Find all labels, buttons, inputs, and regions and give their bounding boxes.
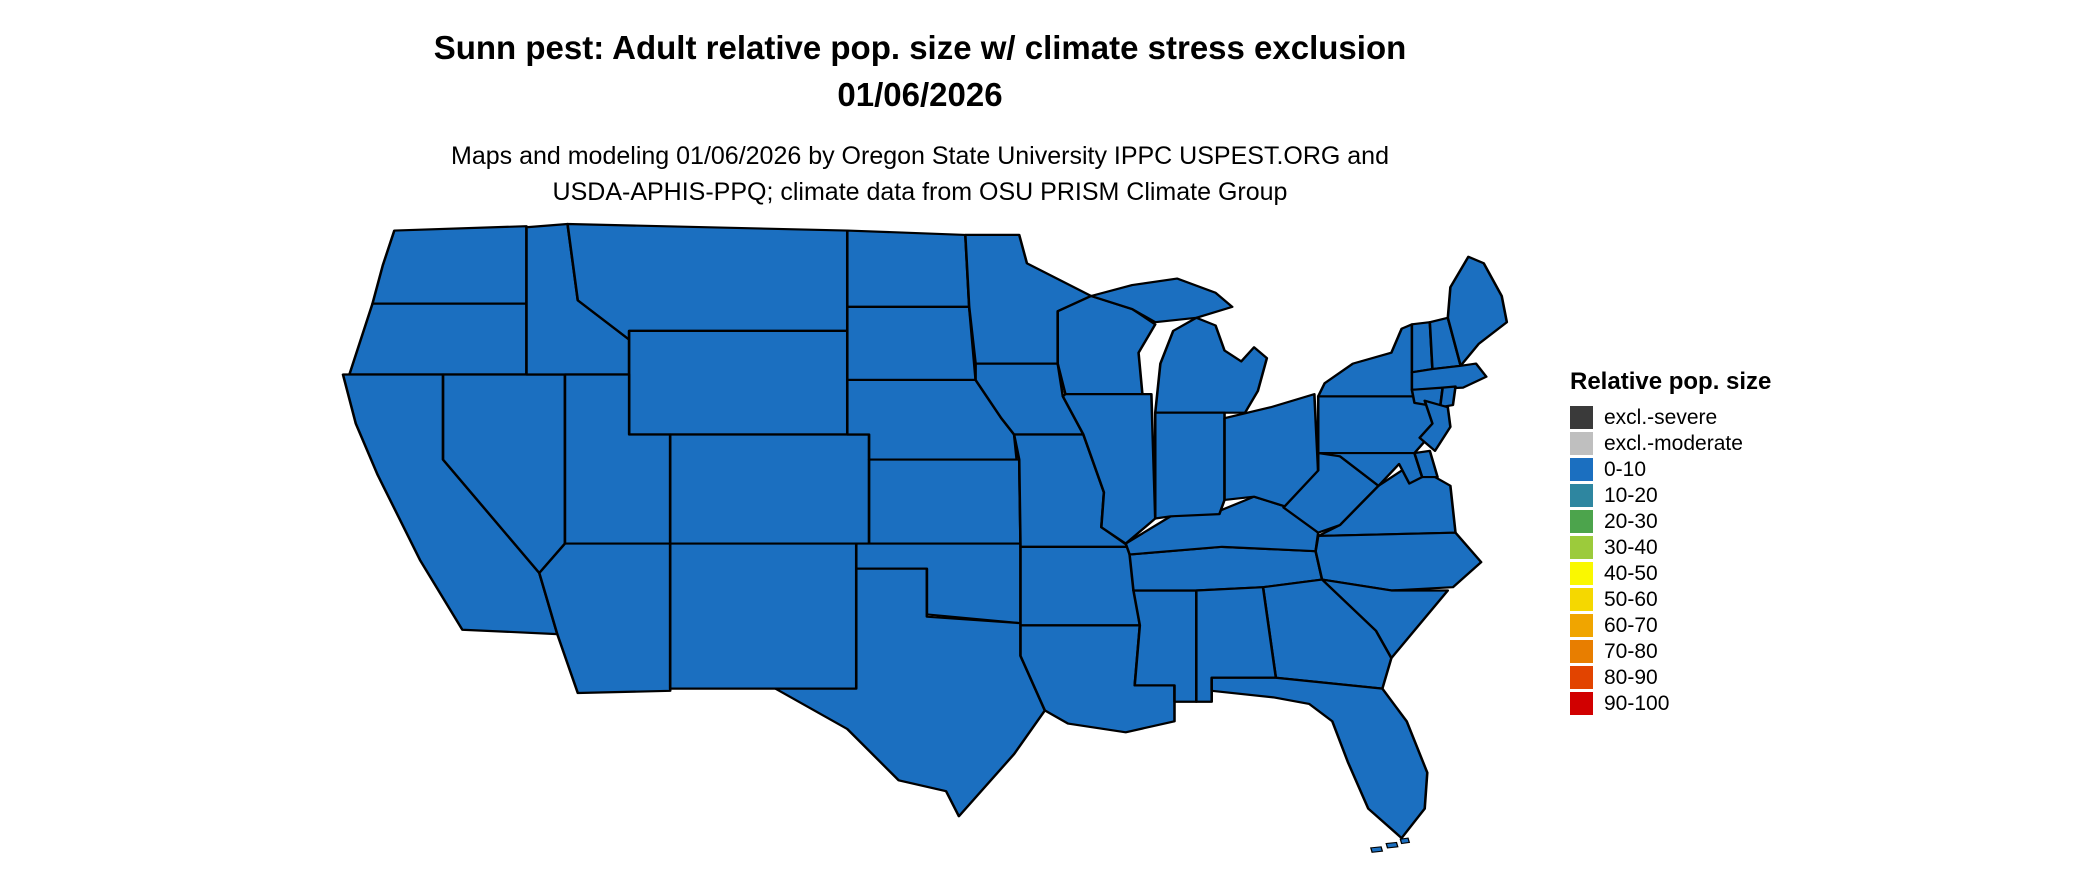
state-il: [1061, 393, 1157, 545]
legend-swatch: [1570, 614, 1593, 637]
legend-swatch: [1570, 484, 1593, 507]
subtitle-line-2: USDA-APHIS-PPQ; climate data from OSU PR…: [552, 177, 1288, 206]
legend-item-label: 80-90: [1604, 665, 1658, 689]
legend-item: 10-20: [1570, 484, 1900, 507]
state-wa: [371, 225, 528, 305]
state-nm: [668, 542, 858, 690]
state-or: [348, 302, 528, 376]
state-ks: [867, 458, 1022, 545]
state-az: [538, 542, 672, 695]
legend-swatch: [1570, 510, 1593, 533]
coastal-island: [1370, 846, 1384, 853]
us-map-svg: [341, 222, 1509, 853]
state-nc: [1314, 531, 1483, 592]
legend-item-label: 60-70: [1604, 613, 1658, 637]
legend-swatch: [1570, 458, 1593, 481]
state-tx: [774, 567, 1047, 818]
state-me: [1446, 255, 1509, 367]
state-nd: [845, 229, 971, 308]
state-mi: [1089, 277, 1234, 324]
legend-item: 80-90: [1570, 666, 1900, 689]
state-ri: [1438, 385, 1457, 409]
legend-item-label: excl.-moderate: [1604, 431, 1743, 455]
legend-item: excl.-severe: [1570, 406, 1900, 429]
legend-swatch: [1570, 692, 1593, 715]
legend-item-label: 30-40: [1604, 535, 1658, 559]
state-ar: [1019, 545, 1142, 627]
legend-swatch: [1570, 562, 1593, 585]
legend-item: 50-60: [1570, 588, 1900, 611]
legend-item: 40-50: [1570, 562, 1900, 585]
state-wy: [627, 329, 849, 436]
legend-item-label: 40-50: [1604, 561, 1658, 585]
legend-item-label: 70-80: [1604, 639, 1658, 663]
legend-item-label: 0-10: [1604, 457, 1647, 481]
state-mt: [566, 222, 849, 341]
legend-swatch: [1570, 588, 1593, 611]
legend-item: excl.-moderate: [1570, 432, 1900, 455]
legend-item-label: 10-20: [1604, 483, 1658, 507]
state-co: [668, 433, 871, 545]
us-map: [298, 200, 1530, 857]
state-nj: [1418, 399, 1452, 452]
coastal-island: [1385, 841, 1399, 849]
legend-item: 60-70: [1570, 614, 1900, 637]
legend-swatch: [1570, 406, 1593, 429]
legend-item: 20-30: [1570, 510, 1900, 533]
state-fl: [1210, 676, 1429, 840]
state-de: [1413, 449, 1439, 479]
legend: Relative pop. size excl.-severe excl.-mod…: [1570, 368, 1900, 718]
legend-item-label: 90-100: [1604, 691, 1670, 715]
legend-swatch: [1570, 536, 1593, 559]
page-title-date: 01/06/2026: [837, 75, 1003, 113]
subtitle-line-1: Maps and modeling 01/06/2026 by Oregon S…: [451, 142, 1389, 171]
legend-item-label: 20-30: [1604, 509, 1658, 533]
legend-swatch: [1570, 666, 1593, 689]
legend-title: Relative pop. size: [1570, 368, 1772, 395]
legend-item-label: excl.-severe: [1604, 405, 1718, 429]
legend-item: 0-10: [1570, 458, 1900, 481]
legend-item-label: 50-60: [1604, 587, 1658, 611]
legend-item: 90-100: [1570, 692, 1900, 715]
coastal-island: [1399, 837, 1411, 845]
legend-swatch: [1570, 640, 1593, 663]
legend-item: 70-80: [1570, 640, 1900, 663]
figure-header: Sunn pest: Adult relative pop. size w/ c…: [0, 0, 1840, 208]
state-ms: [1132, 589, 1198, 703]
legend-swatch: [1570, 432, 1593, 455]
legend-item: 30-40: [1570, 536, 1900, 559]
page-title: Sunn pest: Adult relative pop. size w/ c…: [433, 29, 1407, 66]
legend-items: excl.-severe excl.-moderate 0-10 10-20 20-30…: [1570, 406, 1900, 715]
state-sd: [845, 305, 977, 382]
state-mi: [1153, 316, 1269, 414]
state-in: [1153, 411, 1226, 520]
